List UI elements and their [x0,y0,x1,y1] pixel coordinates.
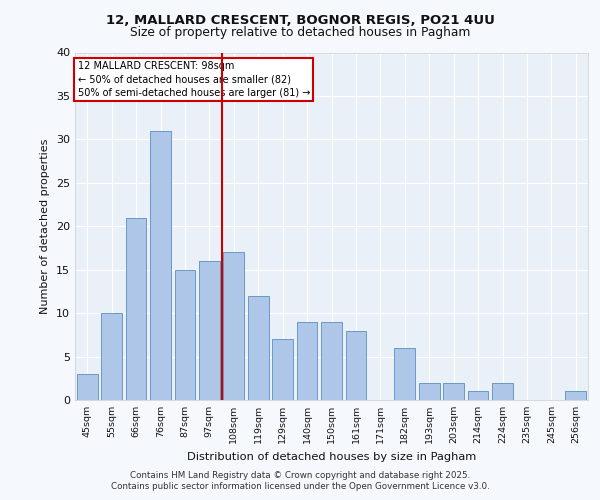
Bar [346,330,367,400]
Text: 12 MALLARD CRESCENT: 98sqm
← 50% of detached houses are smaller (82)
50% of semi: 12 MALLARD CRESCENT: 98sqm ← 50% of deta… [77,61,310,98]
Bar [248,296,269,400]
Bar [199,261,220,400]
Bar [175,270,196,400]
Bar [419,382,440,400]
Text: 12, MALLARD CRESCENT, BOGNOR REGIS, PO21 4UU: 12, MALLARD CRESCENT, BOGNOR REGIS, PO21… [106,14,494,27]
Bar [150,130,171,400]
Bar [321,322,342,400]
Bar [223,252,244,400]
Bar [296,322,317,400]
Bar [101,313,122,400]
X-axis label: Distribution of detached houses by size in Pagham: Distribution of detached houses by size … [187,452,476,462]
Bar [443,382,464,400]
Bar [565,392,586,400]
Bar [394,348,415,400]
Bar [492,382,513,400]
Bar [77,374,98,400]
Y-axis label: Number of detached properties: Number of detached properties [40,138,50,314]
Text: Contains HM Land Registry data © Crown copyright and database right 2025.: Contains HM Land Registry data © Crown c… [130,471,470,480]
Bar [467,392,488,400]
Bar [272,339,293,400]
Bar [125,218,146,400]
Text: Contains public sector information licensed under the Open Government Licence v3: Contains public sector information licen… [110,482,490,491]
Text: Size of property relative to detached houses in Pagham: Size of property relative to detached ho… [130,26,470,39]
